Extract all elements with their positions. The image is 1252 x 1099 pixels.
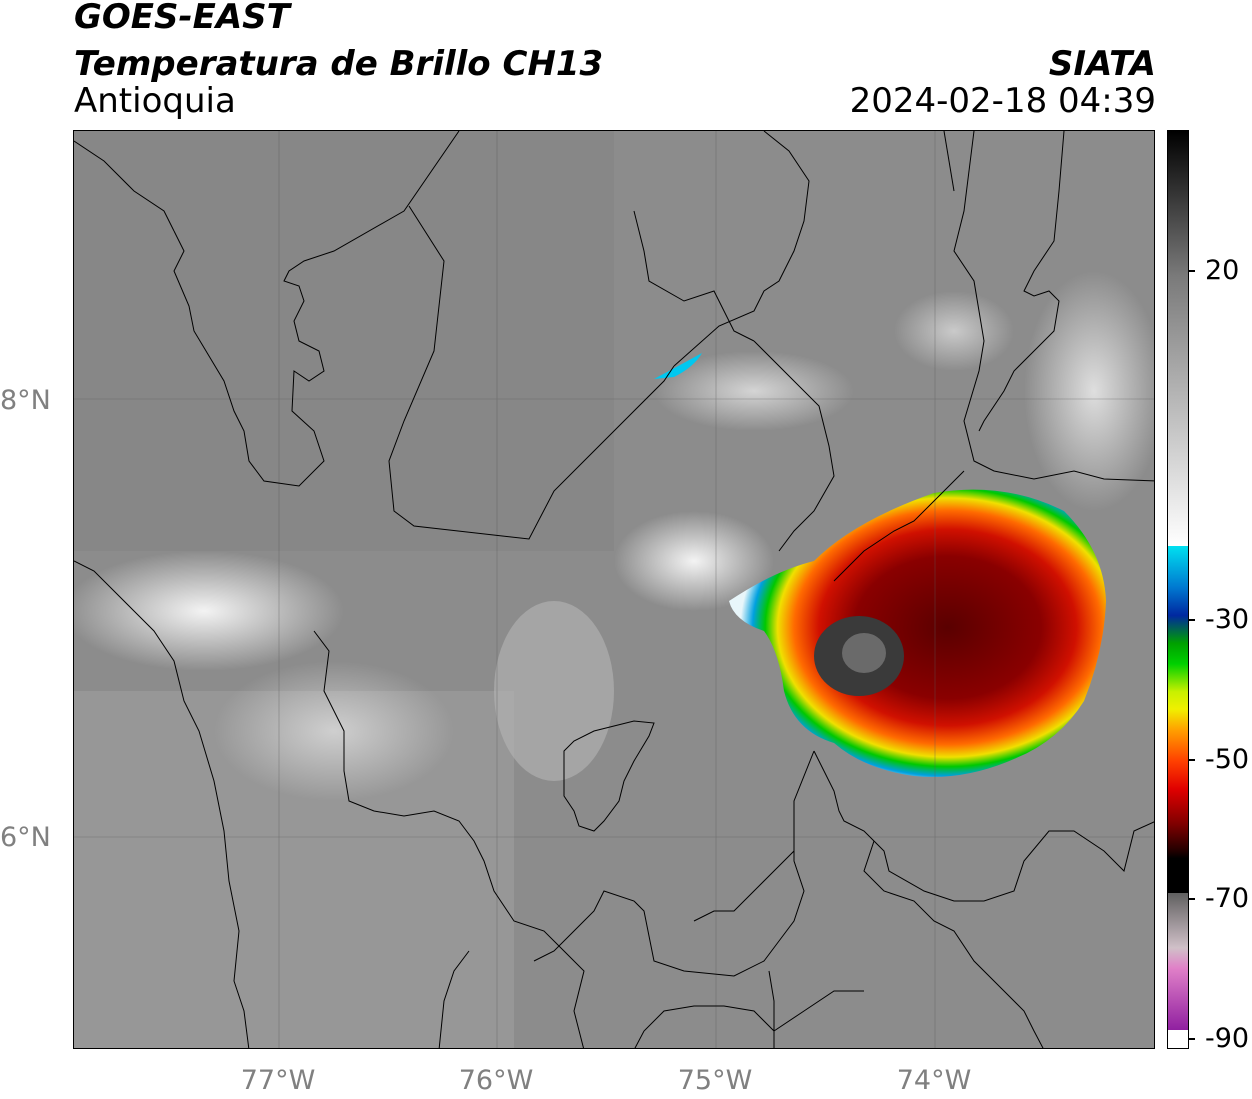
cloud-patch — [894, 291, 1014, 371]
cold-cloud-fragment — [654, 353, 702, 379]
convective-storm — [729, 489, 1106, 777]
lon-label-74w: 74°W — [896, 1065, 972, 1096]
colorbar-tick — [1188, 270, 1195, 272]
colorbar-label-minus50: -50 — [1205, 744, 1250, 775]
lon-label-75w: 75°W — [677, 1065, 753, 1096]
colorbar-tick — [1188, 619, 1195, 621]
cloud-patch — [654, 351, 854, 431]
cloud-patch — [214, 661, 454, 801]
colorbar-tick — [1188, 1038, 1195, 1040]
colorbar-label-minus30: -30 — [1205, 604, 1250, 635]
organization-label: SIATA — [1048, 44, 1156, 84]
product-title: Temperatura de Brillo CH13 — [74, 44, 604, 84]
lon-label-77w: 77°W — [240, 1065, 316, 1096]
datetime-label: 2024-02-18 04:39 — [849, 81, 1156, 121]
temperature-colorbar — [1167, 130, 1189, 1049]
lat-label-6n: 6°N — [0, 822, 51, 853]
colorbar-tick — [1188, 898, 1195, 900]
cloud-patch — [614, 511, 774, 611]
department-boundaries — [74, 131, 1154, 1048]
colorbar-label-minus70: -70 — [1205, 883, 1250, 914]
region-subtitle: Antioquia — [74, 81, 236, 121]
satellite-map[interactable] — [73, 130, 1155, 1049]
colorbar-tick — [1188, 759, 1195, 761]
lon-label-76w: 76°W — [458, 1065, 534, 1096]
lat-label-8n: 8°N — [0, 385, 51, 416]
cloud-patch — [494, 601, 614, 781]
cloud-patch — [74, 551, 344, 671]
storm-core-warm-spot — [842, 633, 886, 673]
satellite-title: GOES-EAST — [74, 0, 290, 37]
map-canvas — [74, 131, 1154, 1048]
colorbar-label-20: 20 — [1205, 255, 1240, 286]
cloud-patch — [1024, 271, 1154, 511]
colorbar-label-minus90: -90 — [1205, 1023, 1250, 1054]
graticule — [74, 131, 1154, 1048]
